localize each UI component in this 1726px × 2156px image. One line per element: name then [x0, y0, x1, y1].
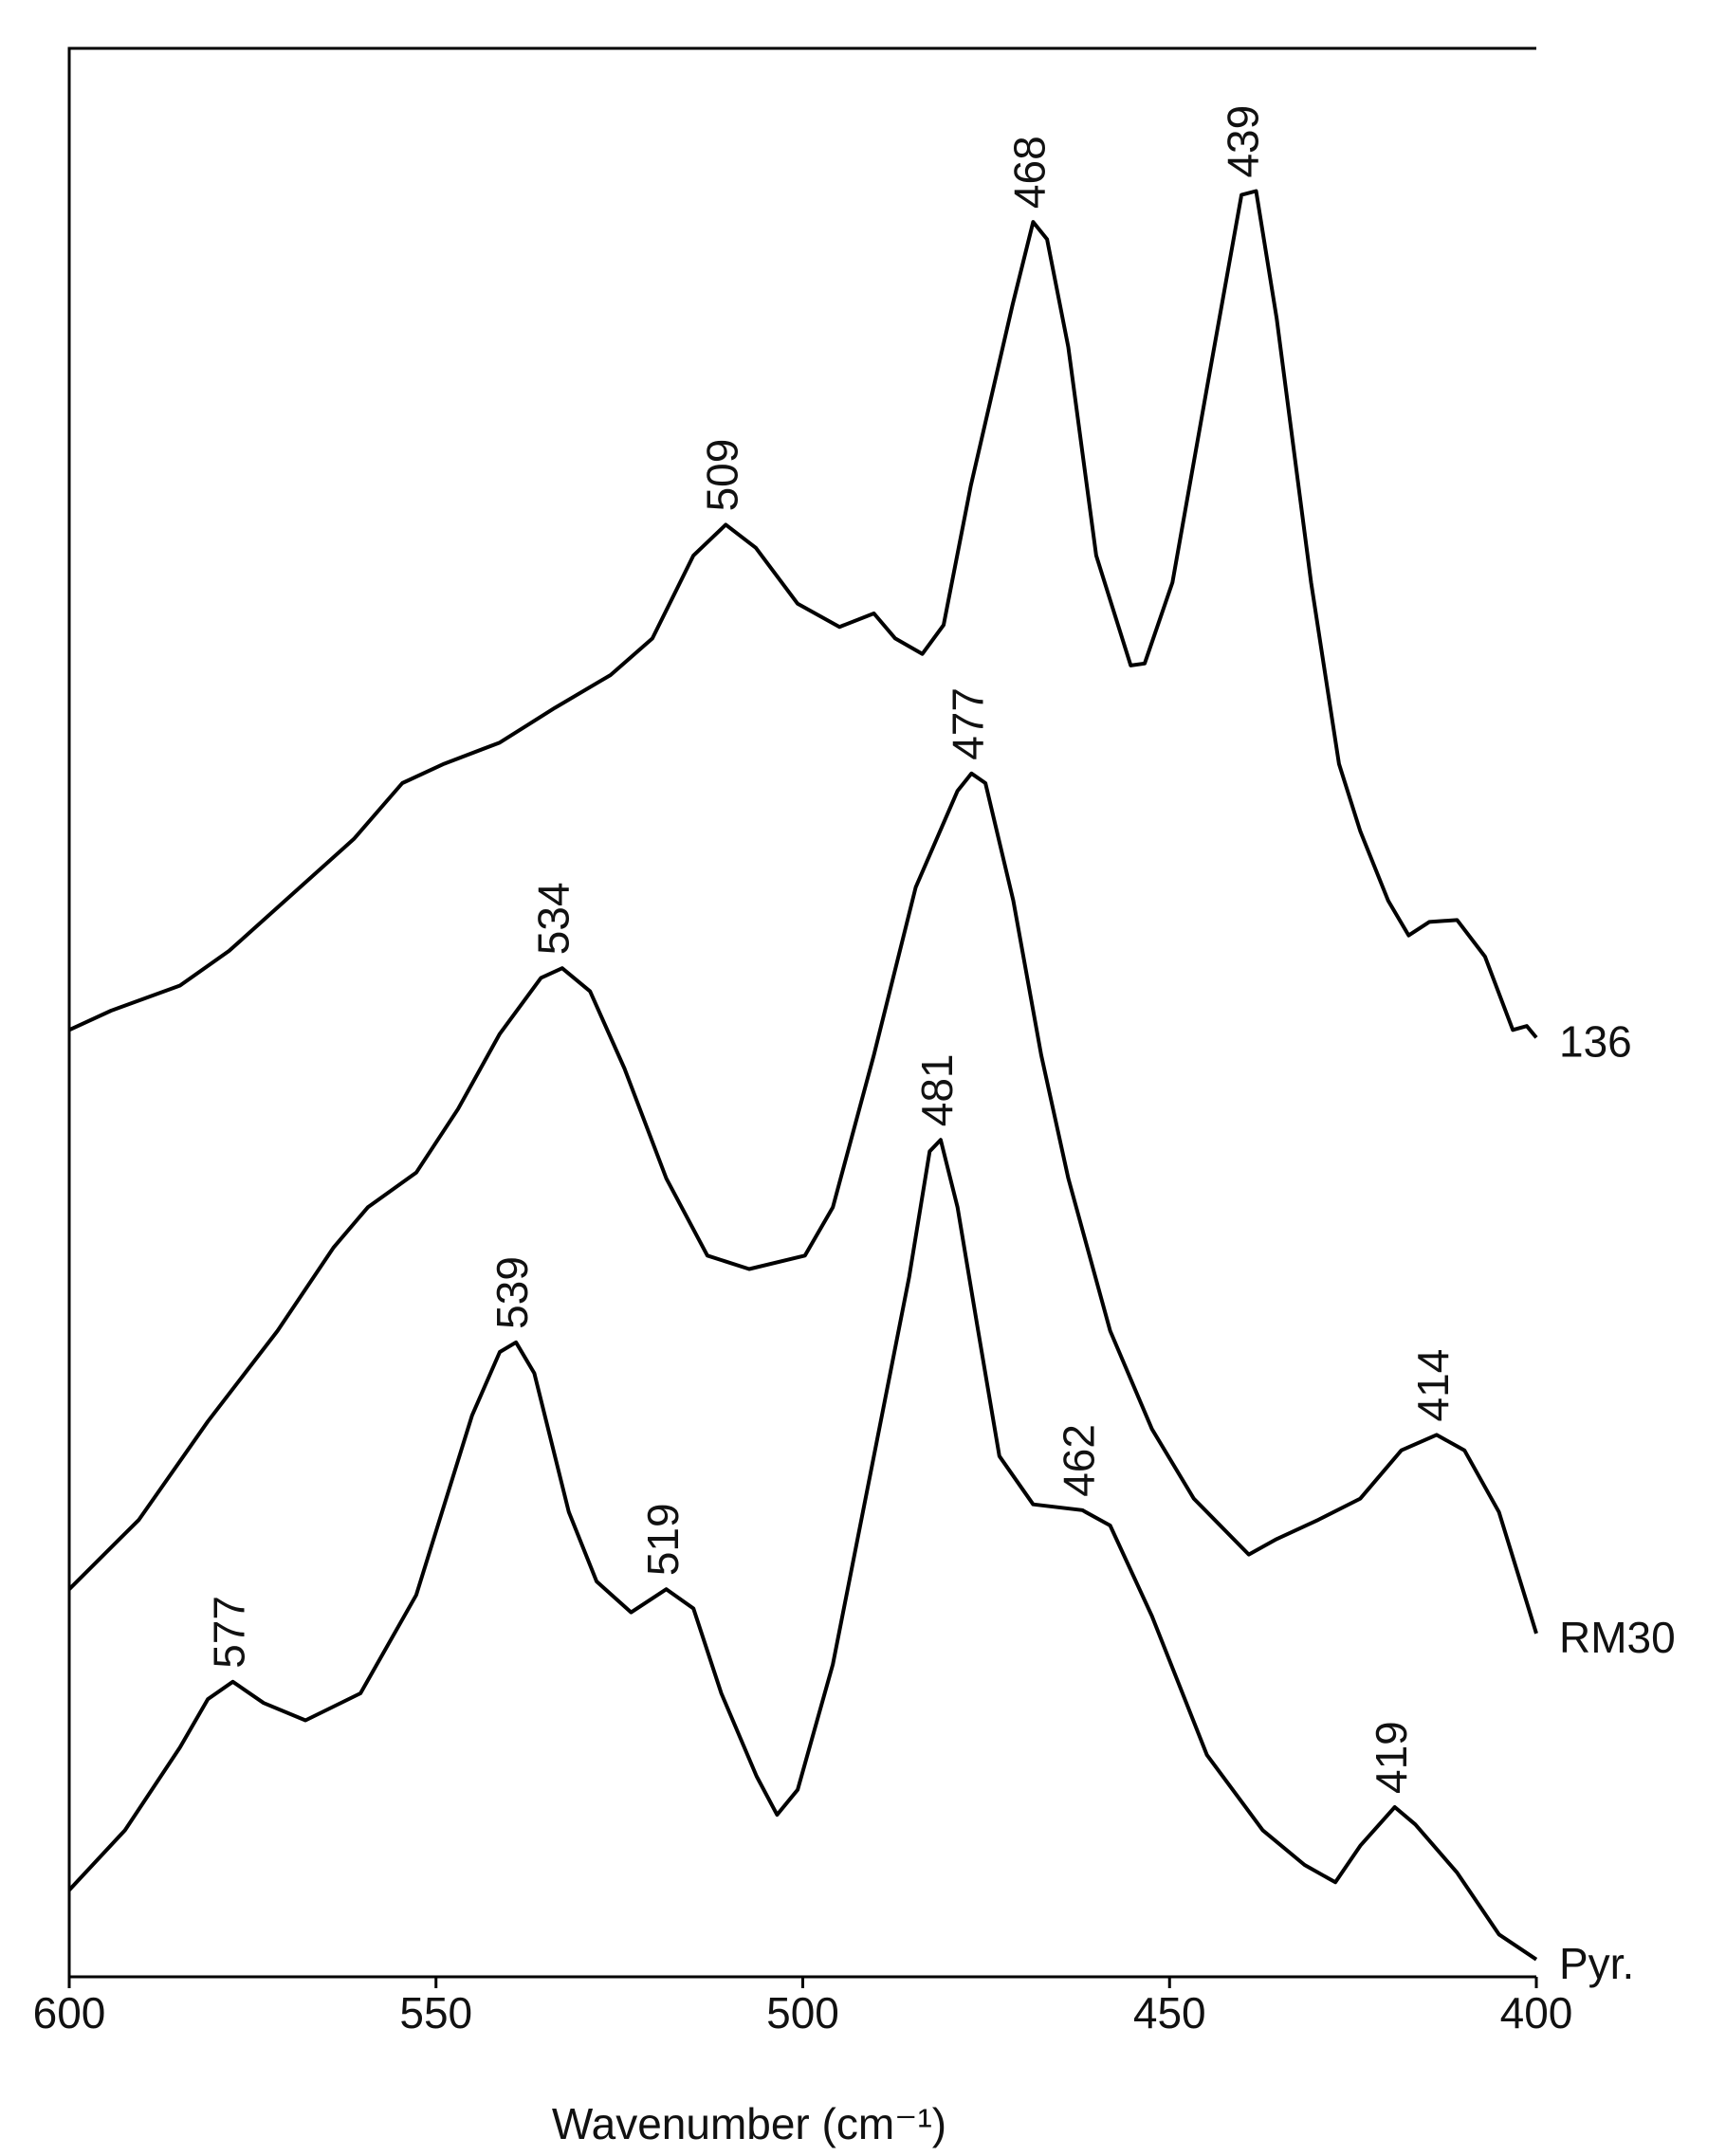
peak-label: 519: [638, 1503, 688, 1576]
peak-label: 577: [205, 1596, 254, 1669]
x-axis-label: Wavenumber (cm⁻¹): [552, 2099, 946, 2148]
peak-label: 468: [1005, 136, 1055, 209]
series-label: RM30: [1559, 1613, 1676, 1662]
peak-label: 414: [1408, 1349, 1458, 1422]
spectrum-line: [67, 771, 1538, 1635]
x-tick-label: 400: [1500, 1988, 1573, 2037]
peak-label: 462: [1054, 1424, 1103, 1497]
x-tick-label: 500: [766, 1988, 839, 2037]
series-label: 136: [1559, 1017, 1632, 1067]
x-tick-label: 450: [1133, 1988, 1206, 2037]
peak-label: 477: [944, 687, 993, 760]
peak-label: 481: [912, 1053, 962, 1126]
x-tick-label: 550: [399, 1988, 472, 2037]
peak-label: 509: [697, 439, 746, 512]
spectrum-line: [68, 189, 1538, 1039]
spectrum-line: [67, 1138, 1538, 1962]
peak-label: 439: [1219, 105, 1268, 178]
x-tick-label: 600: [33, 1988, 106, 2037]
peak-label: 539: [487, 1256, 537, 1329]
plot-frame: [67, 46, 1536, 1979]
peak-label: 419: [1367, 1721, 1416, 1794]
series-label: Pyr.: [1559, 1939, 1634, 1988]
peak-label: 534: [529, 882, 578, 955]
